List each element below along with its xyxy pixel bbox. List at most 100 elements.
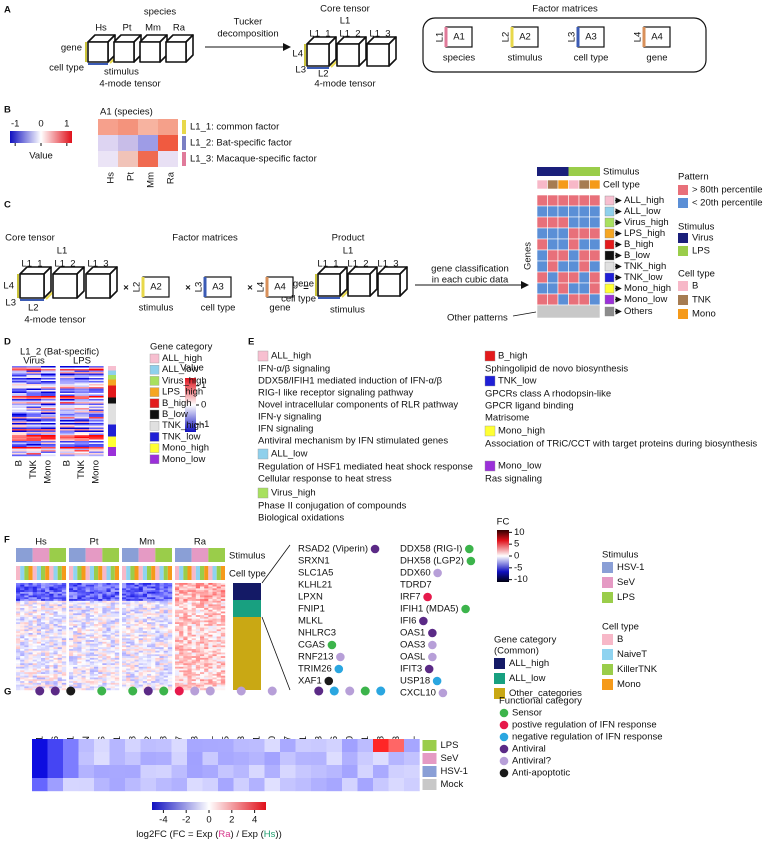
heatmap-cell	[27, 441, 42, 443]
heatmap-cell	[143, 667, 147, 669]
heatmap-cell	[130, 654, 134, 656]
heatmap-cell	[29, 661, 33, 663]
heatmap-cell	[94, 603, 98, 605]
heatmap-cell	[29, 660, 33, 662]
arrow-label: Tucker	[234, 17, 263, 28]
heatmap-cell	[208, 660, 212, 662]
gene-label: CXCL10	[400, 688, 436, 699]
heatmap-cell	[86, 647, 90, 649]
heatmap-cell	[90, 608, 94, 610]
heatmap-cell	[33, 620, 37, 622]
heatmap-cell	[143, 669, 147, 671]
heatmap-cell	[58, 631, 62, 633]
heatmap-cell	[16, 667, 20, 669]
heatmap-cell	[24, 656, 28, 658]
heatmap-cell	[130, 635, 134, 637]
heatmap-cell	[196, 628, 200, 630]
heatmap-cell	[107, 669, 111, 671]
heatmap-cell	[115, 628, 119, 630]
heatmap-cell	[200, 654, 204, 656]
heatmap-cell	[33, 669, 37, 671]
heatmap-cell	[126, 628, 130, 630]
heatmap-cell	[89, 444, 104, 446]
heatmap-cell	[183, 674, 187, 676]
pattern-cell	[579, 228, 590, 239]
heatmap-cell	[213, 637, 217, 639]
heatmap-cell	[41, 624, 45, 626]
heatmap-cell	[20, 628, 24, 630]
heatmap-cell	[110, 752, 126, 765]
heatmap-cell	[62, 656, 66, 658]
heatmap-cell	[62, 601, 66, 603]
heatmap-cell	[94, 619, 98, 621]
heatmap-cell	[41, 452, 56, 454]
heatmap-cell	[49, 674, 53, 676]
heatmap-cell	[217, 583, 221, 585]
cell-type-cell	[188, 566, 192, 580]
heatmap-cell	[20, 665, 24, 667]
heatmap-cell	[49, 631, 53, 633]
heatmap-cell	[192, 590, 196, 592]
heatmap-cell	[45, 649, 49, 651]
panel-label: D	[4, 337, 11, 348]
heatmap-cell	[20, 604, 24, 606]
heatmap-cell	[107, 631, 111, 633]
category-swatch	[605, 295, 614, 304]
heatmap-cell	[188, 603, 192, 605]
heatmap-cell	[188, 674, 192, 676]
heatmap-cell	[45, 622, 49, 624]
heatmap-cell	[107, 642, 111, 644]
heatmap-cell	[90, 676, 94, 678]
heatmap-cell	[75, 419, 90, 421]
heatmap-cell	[111, 610, 115, 612]
heatmap-cell	[41, 599, 45, 601]
heatmap-cell	[115, 604, 119, 606]
heatmap-cell	[221, 670, 225, 672]
heatmap-cell	[27, 423, 42, 425]
heatmap-cell	[151, 606, 155, 608]
heatmap-cell	[164, 667, 168, 669]
pattern-cell	[548, 239, 559, 250]
heatmap-cell	[151, 649, 155, 651]
heatmap-cell	[94, 663, 98, 665]
heatmap-cell	[90, 583, 94, 585]
heatmap-cell	[111, 597, 115, 599]
mode-label: L3	[295, 65, 306, 76]
category-dot	[51, 687, 60, 696]
heatmap-cell	[33, 663, 37, 665]
heatmap-cell	[37, 601, 41, 603]
heatmap-cell	[175, 685, 179, 687]
heatmap-cell	[45, 613, 49, 615]
heatmap-cell	[183, 606, 187, 608]
heatmap-cell	[183, 670, 187, 672]
heatmap-cell	[179, 667, 183, 669]
heatmap-cell	[192, 670, 196, 672]
mode-label: L4	[292, 49, 303, 60]
heatmap-cell	[139, 656, 143, 658]
heatmap-cell	[58, 656, 62, 658]
heatmap-cell	[33, 585, 37, 587]
heatmap-cell	[27, 405, 42, 407]
heatmap-cell	[58, 651, 62, 653]
heatmap-cell	[102, 622, 106, 624]
heatmap-cell	[98, 672, 102, 674]
heatmap-cell	[155, 637, 159, 639]
heatmap-cell	[62, 628, 66, 630]
heatmap-cell	[126, 622, 130, 624]
heatmap-cell	[41, 595, 45, 597]
gene-label: IFIT3	[400, 664, 422, 675]
heatmap-cell	[90, 622, 94, 624]
heatmap-cell	[90, 619, 94, 621]
heatmap-cell	[54, 620, 58, 622]
heatmap-cell	[60, 395, 75, 397]
heatmap-cell	[73, 617, 77, 619]
heatmap-cell	[54, 665, 58, 667]
heatmap-cell	[125, 778, 141, 791]
heatmap-cell	[168, 661, 172, 663]
heatmap-cell	[73, 678, 77, 680]
category-header: B_high	[498, 351, 528, 362]
heatmap-cell	[217, 613, 221, 615]
annotation-label: Stimulus	[229, 551, 266, 562]
heatmap-cell	[27, 366, 42, 368]
heatmap-cell	[200, 667, 204, 669]
